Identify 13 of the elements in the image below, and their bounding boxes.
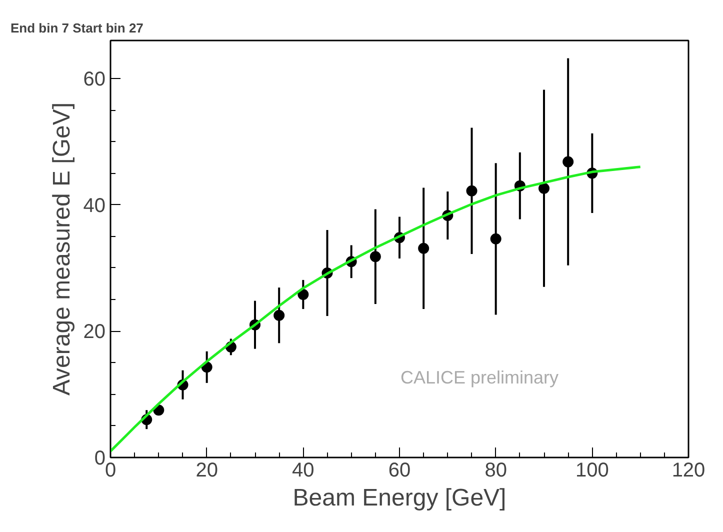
chart-title: End bin 7 Start bin 27 <box>10 20 144 36</box>
x-tick-label: 120 <box>672 460 706 482</box>
x-axis-title: Beam Energy [GeV] <box>292 484 506 512</box>
x-tick-label: 80 <box>484 460 507 482</box>
y-tick-label: 20 <box>83 321 106 344</box>
y-axis-title: Average measured E [GeV] <box>48 102 76 396</box>
x-tick-label: 40 <box>292 460 314 482</box>
x-tick-label: 100 <box>575 460 609 482</box>
x-tick-label: 20 <box>196 460 218 482</box>
y-tick-label: 40 <box>83 194 106 217</box>
y-tick-label: 60 <box>83 68 106 90</box>
x-tick-label: 60 <box>388 460 411 482</box>
annotation: CALICE preliminary <box>400 368 559 388</box>
